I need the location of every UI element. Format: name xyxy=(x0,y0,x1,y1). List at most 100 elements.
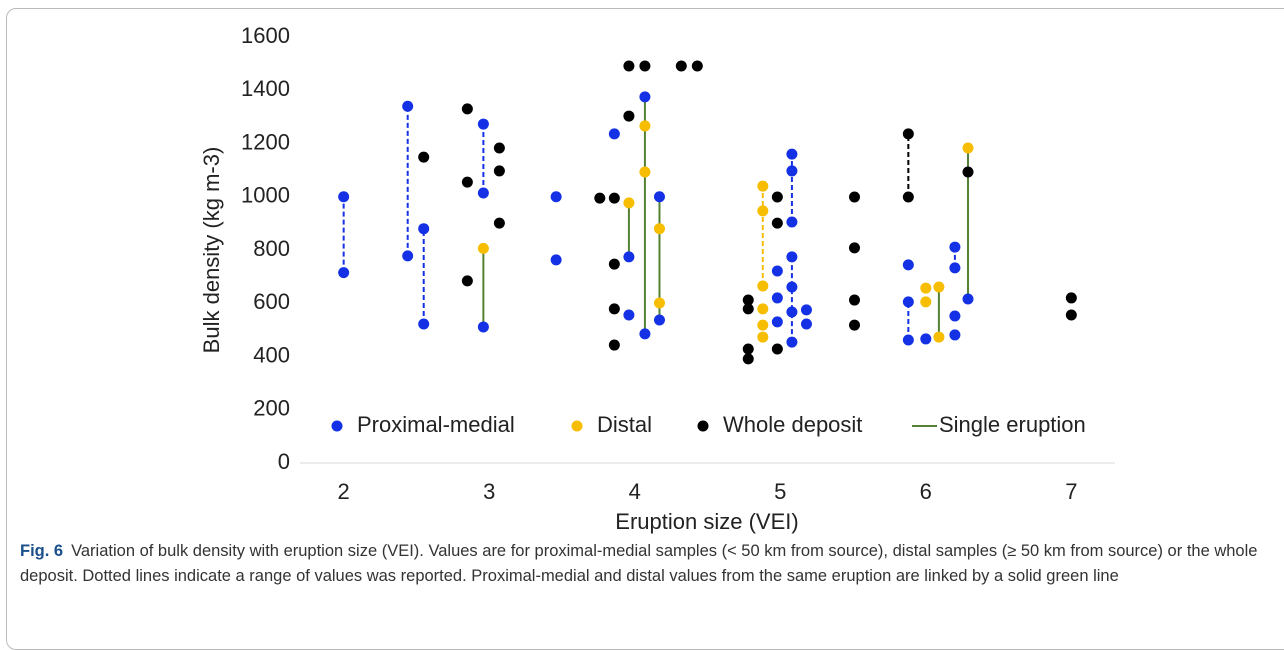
caption-label: Fig. 6 xyxy=(20,542,64,560)
point xyxy=(757,331,769,343)
x-tick-label: 6 xyxy=(920,479,932,504)
caption-text: Variation of bulk density with eruption … xyxy=(20,542,1258,585)
point xyxy=(848,294,860,306)
point xyxy=(848,319,860,331)
point xyxy=(418,318,430,330)
point xyxy=(771,316,783,328)
point xyxy=(461,176,473,188)
point xyxy=(933,331,945,343)
point xyxy=(757,280,769,292)
point xyxy=(786,148,798,160)
point xyxy=(477,321,489,333)
point xyxy=(653,314,665,326)
y-tick-label: 1200 xyxy=(241,129,290,154)
point xyxy=(902,334,914,346)
point xyxy=(902,191,914,203)
point xyxy=(402,250,414,262)
point xyxy=(949,262,961,274)
point xyxy=(786,336,798,348)
page: {"chart_data": {"type": "scatter", "xlab… xyxy=(6,8,1284,650)
point xyxy=(675,60,687,72)
point xyxy=(902,296,914,308)
point xyxy=(477,242,489,254)
legend-label: Distal xyxy=(597,412,652,437)
point xyxy=(786,165,798,177)
point xyxy=(639,120,651,132)
legend-marker xyxy=(331,420,343,432)
legend-label: Single eruption xyxy=(939,412,1086,437)
y-tick-label: 200 xyxy=(253,396,290,421)
point xyxy=(691,60,703,72)
point xyxy=(623,251,635,263)
x-tick-label: 5 xyxy=(774,479,786,504)
point xyxy=(902,128,914,140)
point xyxy=(623,110,635,122)
point xyxy=(949,329,961,341)
y-tick-label: 1400 xyxy=(241,76,290,101)
y-tick-label: 0 xyxy=(278,449,290,474)
point xyxy=(653,297,665,309)
legend-label: Proximal-medial xyxy=(357,412,515,437)
point xyxy=(771,217,783,229)
point xyxy=(639,60,651,72)
point xyxy=(639,91,651,103)
point xyxy=(786,251,798,263)
point xyxy=(848,191,860,203)
point xyxy=(949,310,961,322)
point xyxy=(757,303,769,315)
point xyxy=(962,142,974,154)
point xyxy=(493,217,505,229)
point xyxy=(477,118,489,130)
point xyxy=(742,303,754,315)
point xyxy=(920,282,932,294)
point xyxy=(933,281,945,293)
point xyxy=(848,242,860,254)
point xyxy=(1065,309,1077,321)
point xyxy=(338,191,350,203)
chart: Eruption size (VEI) Bulk density (kg m-3… xyxy=(199,23,1115,534)
point xyxy=(962,166,974,178)
point xyxy=(771,292,783,304)
caption: Fig. 6 Variation of bulk density with eru… xyxy=(20,539,1270,589)
point xyxy=(800,318,812,330)
point xyxy=(461,103,473,115)
point xyxy=(786,281,798,293)
point xyxy=(493,142,505,154)
legend-marker xyxy=(697,420,709,432)
x-tick-label: 2 xyxy=(338,479,350,504)
point xyxy=(653,191,665,203)
point xyxy=(653,223,665,235)
point xyxy=(550,191,562,203)
point xyxy=(920,333,932,345)
point xyxy=(742,343,754,355)
point xyxy=(771,265,783,277)
point xyxy=(550,254,562,266)
point xyxy=(786,216,798,228)
point xyxy=(623,309,635,321)
point xyxy=(757,205,769,217)
point xyxy=(771,343,783,355)
point xyxy=(920,296,932,308)
x-tick-label: 7 xyxy=(1065,479,1077,504)
x-axis-title: Eruption size (VEI) xyxy=(615,509,798,534)
point xyxy=(594,192,606,204)
point xyxy=(608,192,620,204)
y-tick-label: 600 xyxy=(253,289,290,314)
point xyxy=(608,339,620,351)
point xyxy=(771,191,783,203)
point xyxy=(786,306,798,318)
point xyxy=(742,353,754,365)
point xyxy=(402,100,414,112)
legend-marker xyxy=(571,420,583,432)
point xyxy=(639,166,651,178)
point xyxy=(1065,292,1077,304)
point xyxy=(623,197,635,209)
point xyxy=(477,187,489,199)
point xyxy=(962,293,974,305)
y-tick-label: 400 xyxy=(253,342,290,367)
point xyxy=(461,275,473,287)
point xyxy=(742,294,754,306)
point xyxy=(493,165,505,177)
point xyxy=(902,259,914,271)
legend-label: Whole deposit xyxy=(723,412,862,437)
